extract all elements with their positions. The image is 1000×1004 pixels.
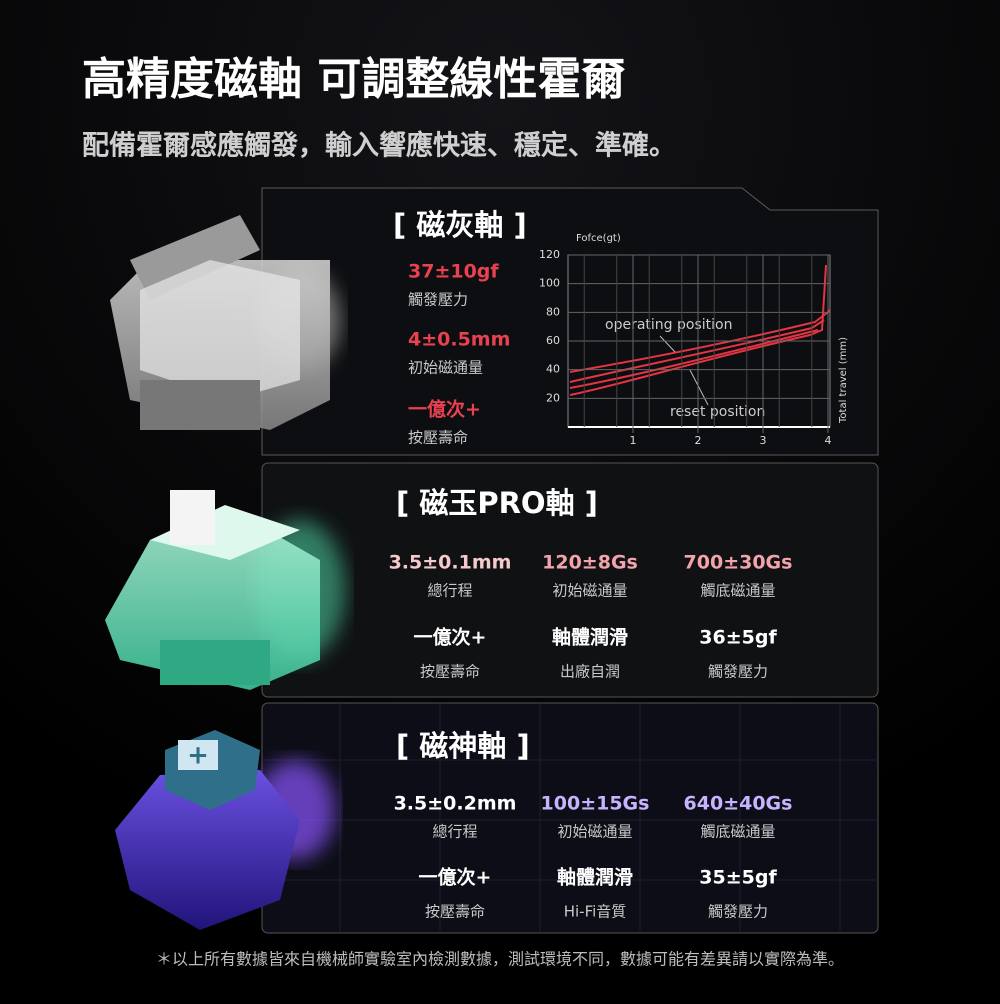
spec-label: 出廠自潤 <box>560 663 620 681</box>
spec-value: 37±10gf <box>408 261 499 283</box>
switch-gray <box>110 215 340 430</box>
force-chart: Fofce(gt) Total travel (mm) operating po… <box>539 233 849 447</box>
footnote: ＊以上所有數據皆來自機械師實驗室內檢測數據，測試環境不同，數據可能有差異請以實際… <box>156 950 844 969</box>
panel-grid <box>262 703 878 933</box>
spec-label: 觸發壓力 <box>708 663 768 681</box>
y-tick-label: 60 <box>546 334 560 347</box>
annotation: reset position <box>670 404 765 420</box>
y-tick-label: 40 <box>546 363 560 376</box>
spec-label: 按壓壽命 <box>408 429 468 447</box>
y-tick-label: 20 <box>546 391 560 404</box>
spec-value: 4±0.5mm <box>408 329 510 351</box>
spec-value: 100±15Gs <box>541 793 650 815</box>
curve <box>569 309 831 373</box>
spec-label: 初始磁通量 <box>557 823 632 841</box>
spec-label: 觸發壓力 <box>708 903 768 921</box>
subtitle: 配備霍爾感應觸發，輸入響應快速、穩定、準確。 <box>82 130 676 162</box>
panel <box>261 187 879 456</box>
spec-value: 700±30Gs <box>684 552 793 574</box>
spec-label: 初始磁通量 <box>552 582 627 600</box>
curve <box>569 319 825 383</box>
spec-label: 按壓壽命 <box>420 663 480 681</box>
switch-name: [ 磁灰軸 ] <box>393 208 527 242</box>
spec-value: 36±5gf <box>699 627 777 649</box>
curve <box>569 329 819 389</box>
spec-value: 640±40Gs <box>684 793 793 815</box>
panel <box>261 702 879 934</box>
spec-value: 軸體潤滑 <box>557 866 633 889</box>
spec-label: Hi-Fi音質 <box>564 903 627 921</box>
spec-label: 觸底磁通量 <box>700 823 775 841</box>
spec-value: 3.5±0.2mm <box>394 793 517 815</box>
switch-name: [ 磁神軸 ] <box>396 729 530 763</box>
spec-value: 120±8Gs <box>542 552 638 574</box>
title: 高精度磁軸 可調整線性霍爾 <box>82 54 625 105</box>
switch-green <box>105 490 345 690</box>
x-tick-label: 3 <box>760 434 767 447</box>
spec-label: 觸底磁通量 <box>700 582 775 600</box>
spec-value: 一億次+ <box>419 866 492 889</box>
spec-value: 35±5gf <box>699 867 777 889</box>
spec-label: 初始磁通量 <box>408 359 483 377</box>
spec-label: 總行程 <box>427 582 472 600</box>
switch-name: [ 磁玉PRO軸 ] <box>396 486 598 520</box>
x-tick-label: 4 <box>825 434 832 447</box>
y-tick-label: 80 <box>546 305 560 318</box>
spec-value: 一億次+ <box>408 398 481 421</box>
annotation-line <box>689 369 709 406</box>
y-axis-label: Fofce(gt) <box>576 233 621 244</box>
spec-label: 觸發壓力 <box>408 291 468 309</box>
y-tick-label: 120 <box>539 248 560 261</box>
switch-purple: + <box>115 730 335 930</box>
x-axis-label: Total travel (mm) <box>838 337 849 424</box>
spec-value: 3.5±0.1mm <box>389 552 512 574</box>
annotation: operating position <box>605 317 732 333</box>
y-tick-label: 100 <box>539 277 560 290</box>
spec-label: 總行程 <box>432 823 477 841</box>
x-tick-label: 2 <box>695 434 702 447</box>
spec-value: 軸體潤滑 <box>552 626 628 649</box>
spec-label: 按壓壽命 <box>425 903 485 921</box>
switch-icon: + <box>187 741 209 771</box>
x-tick-label: 1 <box>630 434 637 447</box>
spec-value: 一億次+ <box>414 626 487 649</box>
annotation-line <box>659 335 676 353</box>
curve <box>569 264 827 396</box>
